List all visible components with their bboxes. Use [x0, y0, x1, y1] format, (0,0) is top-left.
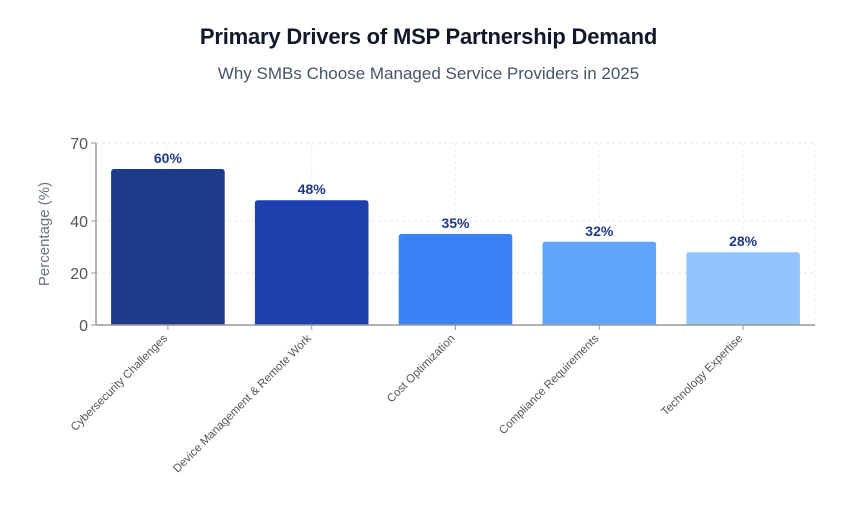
- y-tick-label: 0: [79, 318, 88, 335]
- bar[interactable]: [686, 252, 800, 325]
- y-tick-label: 70: [70, 136, 88, 153]
- x-tick-label: Compliance Requirements: [497, 332, 601, 436]
- chart-title: Primary Drivers of MSP Partnership Deman…: [199, 24, 658, 49]
- bar[interactable]: [254, 200, 369, 325]
- bar[interactable]: [111, 169, 225, 325]
- y-axis-label: Percentage (%): [36, 182, 53, 286]
- y-tick-label: 20: [70, 266, 88, 283]
- bar[interactable]: [398, 234, 513, 325]
- x-tick-label: Technology Expertise: [659, 333, 745, 419]
- chart-subtitle: Why SMBs Choose Managed Service Provider…: [217, 64, 640, 83]
- bar[interactable]: [542, 241, 657, 325]
- data-label: 48%: [298, 181, 327, 197]
- y-tick-label: 40: [70, 214, 88, 231]
- data-label: 60%: [154, 150, 183, 166]
- data-label: 28%: [729, 233, 758, 249]
- bars: 60% 48% 35% 32% 28%: [111, 150, 800, 325]
- data-label: 35%: [441, 215, 470, 231]
- x-tick-label: Cybersecurity Challenges: [69, 332, 170, 433]
- data-label: 32%: [585, 223, 614, 239]
- x-tick-label: Device Management & Remote Work: [171, 332, 314, 475]
- x-tick-label: Cost Optimization: [385, 333, 458, 406]
